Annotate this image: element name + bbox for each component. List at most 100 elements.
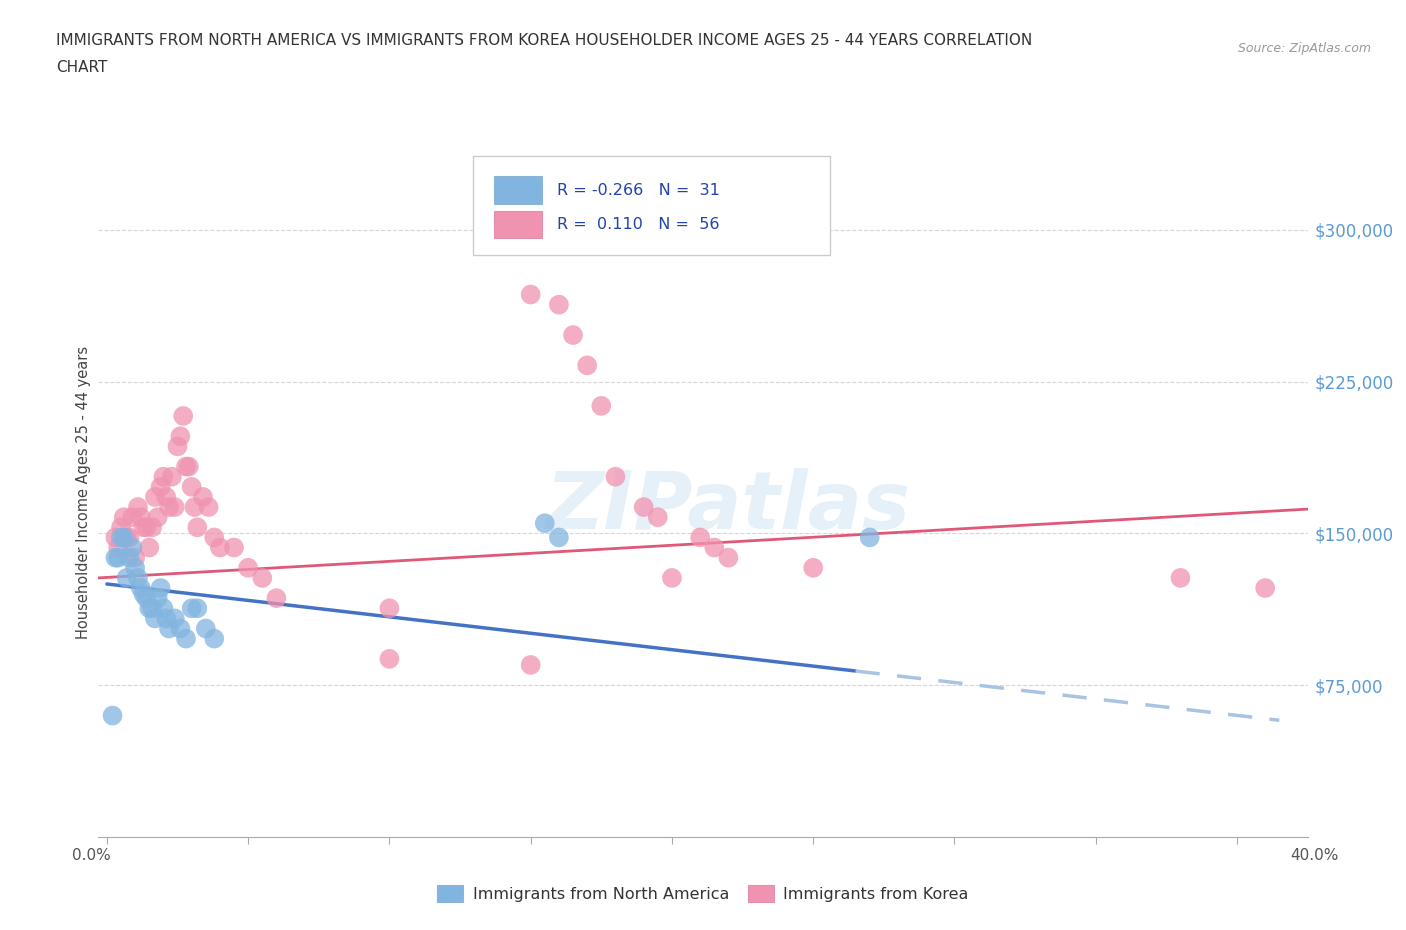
Point [562,327,585,342]
Point [174,459,197,474]
Point [661,570,683,585]
Point [121,540,143,555]
Point [222,540,245,555]
Point [378,651,401,666]
Point [155,489,177,504]
Point [127,570,149,585]
Text: IMMIGRANTS FROM NORTH AMERICA VS IMMIGRANTS FROM KOREA HOUSEHOLDER INCOME AGES 2: IMMIGRANTS FROM NORTH AMERICA VS IMMIGRA… [56,33,1032,47]
Point [633,499,655,514]
Point [180,479,202,494]
Point [859,530,882,545]
Point [146,591,169,605]
FancyBboxPatch shape [474,155,830,256]
Point [149,580,172,595]
Point [169,429,191,444]
Point [717,551,740,565]
Point [186,520,208,535]
Point [177,459,200,474]
Point [194,621,217,636]
Point [166,439,188,454]
Point [118,551,141,565]
Point [191,489,214,504]
Point [1254,580,1277,595]
Point [110,520,132,535]
Point [266,591,288,605]
Point [172,408,194,423]
Text: R =  0.110   N =  56: R = 0.110 N = 56 [557,217,720,232]
Point [157,621,180,636]
Point [101,708,124,723]
Point [169,621,191,636]
Text: R = -0.266   N =  31: R = -0.266 N = 31 [557,182,720,197]
Point [132,587,155,602]
Point [252,570,274,585]
Point [591,398,613,413]
Point [160,470,183,485]
Point [378,601,401,616]
Point [135,520,157,535]
Point [703,540,725,555]
Point [129,510,152,525]
Point [112,530,135,545]
Point [141,601,163,616]
Point [1170,570,1192,585]
Text: ZIPatlas: ZIPatlas [544,468,910,546]
Point [202,530,225,545]
Point [163,499,186,514]
Point [152,470,174,485]
Point [152,601,174,616]
Point [104,530,127,545]
Point [157,499,180,514]
Point [202,631,225,646]
FancyBboxPatch shape [494,211,543,238]
Point [197,499,219,514]
Point [605,470,627,485]
Point [138,540,160,555]
Point [135,591,157,605]
Point [112,510,135,525]
Point [576,358,599,373]
Point [132,520,155,535]
Point [146,510,169,525]
Point [801,561,824,576]
Point [121,510,143,525]
Text: CHART: CHART [56,60,108,75]
Point [183,499,205,514]
Text: 0.0%: 0.0% [72,848,111,863]
Text: 40.0%: 40.0% [1291,848,1339,863]
Y-axis label: Householder Income Ages 25 - 44 years: Householder Income Ages 25 - 44 years [76,346,91,640]
Point [180,601,202,616]
Point [548,298,571,312]
Point [138,601,160,616]
Point [689,530,711,545]
Point [110,530,132,545]
Point [208,540,231,555]
Point [143,489,166,504]
Point [519,658,541,672]
Point [149,479,172,494]
Point [115,530,138,545]
Point [141,520,163,535]
Point [155,611,177,626]
Point [186,601,208,616]
Point [548,530,571,545]
Point [174,631,197,646]
Point [143,611,166,626]
Point [124,551,146,565]
Point [163,611,186,626]
Point [533,516,555,531]
Point [118,530,141,545]
Point [107,540,129,555]
Text: Source: ZipAtlas.com: Source: ZipAtlas.com [1237,42,1371,55]
Point [124,561,146,576]
Legend: Immigrants from North America, Immigrants from Korea: Immigrants from North America, Immigrant… [432,879,974,909]
FancyBboxPatch shape [494,177,543,204]
Point [129,580,152,595]
Point [127,499,149,514]
Point [104,551,127,565]
Point [647,510,669,525]
Point [115,570,138,585]
Point [236,561,259,576]
Point [107,551,129,565]
Point [519,287,541,302]
